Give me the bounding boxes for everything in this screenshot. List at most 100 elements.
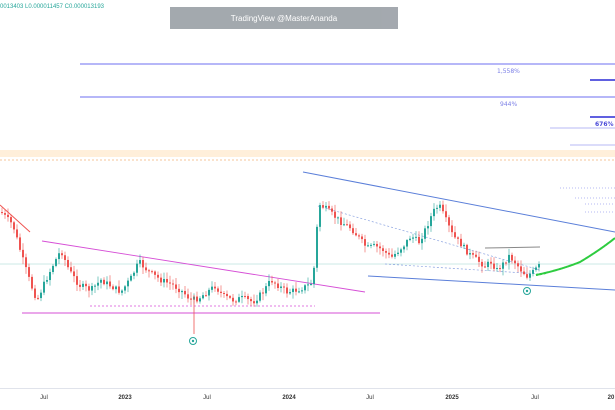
- candle-body: [448, 217, 450, 226]
- candle-body: [481, 261, 483, 267]
- fib-label-676: 676%: [595, 121, 614, 128]
- candle-body: [460, 238, 462, 247]
- candle-body: [361, 236, 363, 240]
- candle-body: [502, 262, 504, 269]
- candle-body: [79, 284, 81, 287]
- candle-body: [82, 283, 84, 287]
- candle-body: [433, 208, 435, 217]
- candle-body: [205, 295, 207, 297]
- candle-body: [247, 295, 249, 300]
- candle-body: [52, 265, 54, 272]
- candle-body: [436, 207, 438, 209]
- candle-body: [451, 225, 453, 233]
- candle-body: [37, 297, 39, 299]
- candle-body: [157, 274, 159, 278]
- candle-body: [289, 292, 291, 294]
- candle-body: [202, 295, 204, 299]
- candle-body: [478, 256, 480, 262]
- candle-body: [106, 281, 108, 285]
- candle-body: [400, 249, 402, 253]
- candle-body: [25, 257, 27, 268]
- candle-body: [262, 292, 264, 294]
- candle-body: [115, 286, 117, 290]
- candle-body: [172, 283, 174, 285]
- candle-body: [382, 248, 384, 252]
- candle-body: [46, 280, 48, 282]
- candle-body: [376, 243, 378, 247]
- candle-body: [190, 298, 192, 300]
- blue-lower-trendline: [367, 275, 615, 291]
- candle-body: [520, 266, 522, 272]
- candle-body: [367, 245, 369, 247]
- candle-body: [508, 254, 510, 263]
- candle-body: [184, 290, 186, 295]
- target-marker-1: [189, 337, 197, 345]
- gray-resistance-line: [484, 246, 541, 249]
- candle-body: [4, 213, 6, 215]
- candle-body: [280, 286, 282, 289]
- target-marker-2: [523, 287, 531, 295]
- candle-body: [121, 290, 123, 293]
- candle-body: [76, 276, 78, 285]
- candle-body: [85, 283, 87, 287]
- candle-body: [466, 244, 468, 255]
- candle-body: [145, 267, 147, 271]
- candle-body: [427, 226, 429, 229]
- x-axis-line: [0, 388, 615, 389]
- candle-body: [271, 280, 273, 283]
- candle-body: [223, 293, 225, 295]
- candle-body: [340, 217, 342, 225]
- candle-body: [61, 253, 63, 256]
- x-tick-label: Jul: [531, 395, 539, 401]
- candle-body: [499, 268, 501, 270]
- candle-body: [241, 295, 243, 298]
- candle-body: [142, 260, 144, 268]
- candle-body: [40, 292, 42, 299]
- candle-body: [10, 217, 12, 223]
- x-axis: Jul 2023 Jul 2024 Jul 2025 Jul 20: [0, 388, 615, 410]
- candle-body: [124, 286, 126, 291]
- candle-body: [403, 246, 405, 250]
- candles: [1, 200, 540, 334]
- candle-body: [514, 260, 516, 264]
- candle-body: [493, 263, 495, 269]
- candle-body: [109, 281, 111, 287]
- candle-body: [331, 208, 333, 212]
- candle-body: [538, 264, 540, 268]
- projection-dashes: [535, 272, 547, 276]
- candle-body: [73, 271, 75, 277]
- candle-body: [391, 254, 393, 257]
- candle-body: [31, 276, 33, 289]
- candle-body: [220, 291, 222, 294]
- fib-label-944: 944%: [500, 101, 518, 108]
- candle-body: [337, 217, 339, 219]
- candle-body: [100, 279, 102, 283]
- candle-body: [442, 204, 444, 212]
- candle-body: [346, 224, 348, 226]
- watermark-text: TradingView @MasterAnanda: [230, 13, 338, 23]
- candle-body: [316, 226, 318, 268]
- blue-dashed-line: [317, 205, 541, 271]
- candle-body: [163, 278, 165, 283]
- candle-body: [523, 271, 525, 275]
- candle-body: [394, 253, 396, 257]
- candle-body: [373, 243, 375, 245]
- candle-body: [490, 261, 492, 264]
- candle-body: [112, 286, 114, 290]
- candle-body: [358, 235, 360, 237]
- candle-body: [265, 286, 267, 294]
- candle-body: [397, 252, 399, 254]
- watermark-box: TradingView @MasterAnanda: [170, 7, 398, 29]
- candle-body: [133, 272, 135, 276]
- candle-body: [130, 275, 132, 281]
- candle-body: [409, 238, 411, 241]
- candle-body: [154, 271, 156, 275]
- ohlc-readout: 0013403 L0.000011457 C0.000013193: [0, 4, 104, 10]
- candle-body: [286, 287, 288, 294]
- candle-body: [388, 252, 390, 255]
- candle-body: [187, 294, 189, 299]
- candle-body: [13, 222, 15, 230]
- candle-body: [178, 288, 180, 293]
- candle-body: [412, 237, 414, 239]
